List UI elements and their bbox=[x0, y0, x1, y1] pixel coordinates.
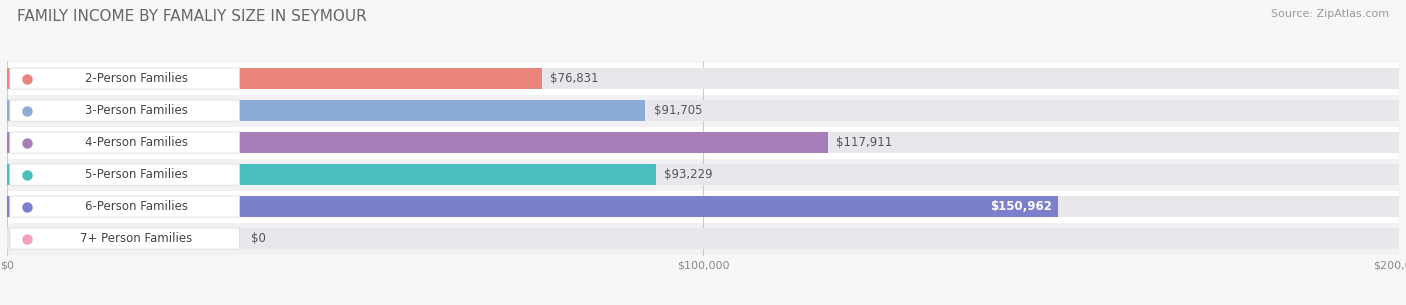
Text: FAMILY INCOME BY FAMALIY SIZE IN SEYMOUR: FAMILY INCOME BY FAMALIY SIZE IN SEYMOUR bbox=[17, 9, 367, 24]
FancyBboxPatch shape bbox=[10, 196, 239, 217]
FancyBboxPatch shape bbox=[10, 132, 239, 153]
FancyBboxPatch shape bbox=[10, 100, 239, 121]
Text: 7+ Person Families: 7+ Person Families bbox=[80, 232, 193, 245]
Text: $91,705: $91,705 bbox=[654, 104, 702, 117]
Bar bbox=[7, 100, 645, 121]
FancyBboxPatch shape bbox=[10, 68, 239, 89]
Bar bbox=[7, 164, 655, 185]
Bar bbox=[7, 164, 1399, 185]
Text: 4-Person Families: 4-Person Families bbox=[84, 136, 187, 149]
Bar bbox=[7, 100, 1399, 121]
Bar bbox=[7, 127, 1399, 159]
Bar bbox=[7, 95, 1399, 127]
Text: 3-Person Families: 3-Person Families bbox=[84, 104, 187, 117]
Bar bbox=[7, 63, 1399, 95]
Text: $150,962: $150,962 bbox=[990, 200, 1052, 213]
FancyBboxPatch shape bbox=[10, 164, 239, 185]
Bar bbox=[7, 228, 1399, 249]
Bar bbox=[7, 68, 541, 89]
Bar bbox=[7, 68, 1399, 89]
Bar bbox=[7, 159, 1399, 191]
Bar bbox=[7, 196, 1057, 217]
Bar bbox=[7, 132, 828, 153]
Bar bbox=[7, 132, 1399, 153]
Bar bbox=[7, 223, 1399, 255]
Text: $117,911: $117,911 bbox=[837, 136, 893, 149]
Bar bbox=[7, 196, 1399, 217]
Text: $0: $0 bbox=[250, 232, 266, 245]
Text: 6-Person Families: 6-Person Families bbox=[84, 200, 187, 213]
Text: 2-Person Families: 2-Person Families bbox=[84, 72, 187, 85]
Text: 5-Person Families: 5-Person Families bbox=[84, 168, 187, 181]
FancyBboxPatch shape bbox=[10, 228, 239, 249]
Text: $93,229: $93,229 bbox=[664, 168, 713, 181]
Text: Source: ZipAtlas.com: Source: ZipAtlas.com bbox=[1271, 9, 1389, 19]
Bar bbox=[7, 191, 1399, 223]
Text: $76,831: $76,831 bbox=[550, 72, 599, 85]
